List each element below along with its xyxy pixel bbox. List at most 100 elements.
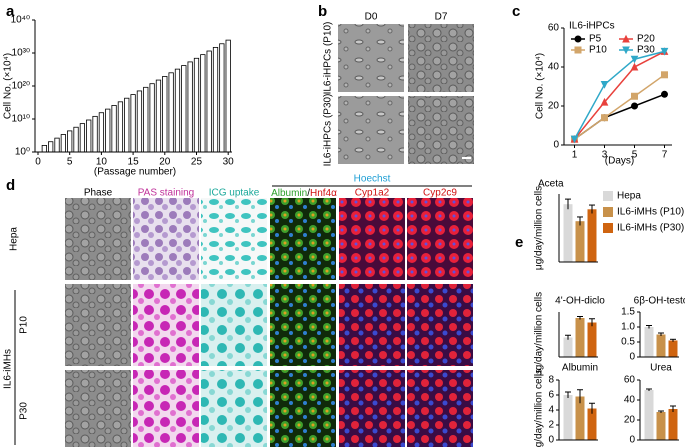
y-axis-label: μg/day/million cells: [534, 369, 545, 447]
x-tick-label: 5: [632, 150, 638, 161]
bar: [212, 46, 219, 153]
bar: [130, 94, 136, 153]
x-tick-label: 30: [223, 157, 235, 168]
bar: [60, 134, 66, 153]
x-tick-label: 10: [96, 157, 108, 168]
bar: [587, 209, 597, 262]
y-tick-label: 0: [553, 140, 559, 151]
hnf4a-header: Hnf4α: [310, 188, 337, 199]
bar: [575, 396, 585, 440]
legend-title: IL6-iHPCs: [569, 21, 615, 32]
bar: [143, 86, 149, 153]
chart-title: 6β-OH-testo: [634, 296, 685, 307]
bar: [563, 204, 573, 262]
legend-label: P30: [637, 45, 655, 56]
marker: [630, 55, 639, 64]
micrograph: [65, 198, 131, 280]
bar: [187, 61, 193, 153]
y-tick-label: 10⁰: [15, 147, 30, 158]
chart-title: Urea: [650, 363, 672, 374]
bar: [105, 108, 111, 153]
bar: [54, 137, 60, 153]
row-label: IL6-iHPCs (P30): [323, 94, 334, 167]
series-line: [574, 93, 665, 140]
bar: [168, 72, 174, 153]
marker: [630, 62, 639, 71]
bar: [644, 327, 654, 357]
bar: [193, 57, 200, 153]
y-axis-label: μg/day/million cells: [534, 292, 545, 376]
legend-label: IL6-iMHs (P10): [617, 207, 684, 218]
y-tick-label: 0: [629, 435, 635, 446]
bar: [92, 115, 98, 153]
legend-label: Hepa: [617, 191, 641, 202]
y-axis-label: Cell No. (×10⁴): [3, 53, 14, 119]
group-label: IL6-iMHs: [3, 349, 14, 389]
bar: [225, 39, 231, 153]
bar: [41, 144, 47, 153]
chart-title: Aceta: [538, 179, 564, 190]
micrograph: [408, 24, 474, 92]
series-line: [573, 50, 665, 140]
y-tick-label: 40: [548, 62, 560, 73]
micrograph: [407, 198, 473, 280]
bar: [174, 68, 181, 153]
x-tick-label: 20: [159, 157, 171, 168]
column-label: D0: [365, 12, 378, 23]
y-tick-label: 4: [548, 405, 554, 416]
legend-swatch: [603, 223, 613, 233]
micrograph: [270, 198, 336, 280]
series-line: [574, 74, 665, 140]
bar: [563, 337, 573, 357]
micrograph: [338, 24, 404, 92]
micrograph: [339, 198, 405, 280]
marker: [631, 92, 638, 100]
y-tick-label: 2: [548, 420, 554, 431]
micrograph: [201, 284, 267, 366]
y-tick-label: 0.5: [621, 337, 635, 348]
column-header: ICG uptake: [209, 188, 260, 199]
bar: [656, 334, 666, 357]
micrograph: [65, 284, 131, 366]
y-tick-label: 10³⁰: [12, 48, 30, 59]
bar: [136, 90, 143, 153]
legend-marker: [622, 46, 630, 55]
legend-swatch: [603, 191, 613, 201]
marker: [661, 90, 668, 98]
panel-label: b: [318, 3, 327, 20]
bar: [575, 318, 585, 357]
x-tick-label: 7: [662, 150, 668, 161]
micrograph: [65, 370, 131, 447]
albumin-header: Albumin: [271, 188, 307, 199]
bar: [656, 412, 666, 440]
x-axis-label: (Days): [605, 156, 634, 167]
bar: [48, 141, 54, 153]
bar: [563, 395, 573, 440]
row-label: P10: [19, 316, 30, 334]
x-tick-label: 1: [572, 150, 578, 161]
micrograph: [407, 370, 473, 447]
bar: [79, 123, 85, 153]
y-tick-label: 60: [624, 375, 636, 386]
marker: [660, 47, 669, 56]
panel-label: c: [512, 3, 520, 20]
micrograph: [270, 370, 336, 447]
micrograph: [133, 198, 199, 280]
marker: [600, 81, 609, 89]
bar: [575, 221, 585, 262]
micrograph: [339, 284, 405, 366]
column-header: PAS staining: [138, 188, 195, 199]
legend-label: IL6-iMHs (P30): [617, 223, 684, 234]
legend-label: P20: [637, 34, 655, 45]
y-tick-label: 20: [624, 415, 636, 426]
hoechst-header: Hoechst: [354, 174, 391, 185]
row-label: IL6-iHPCs (P10): [323, 22, 334, 95]
micrograph: [338, 96, 404, 164]
x-axis-label: (Passage number): [94, 167, 176, 178]
column-header: Phase: [84, 188, 113, 199]
header-separator: /: [307, 188, 310, 199]
bar: [73, 126, 79, 153]
legend-marker: [622, 34, 630, 43]
column-header: Cyp1a2: [355, 188, 390, 199]
micrograph: [133, 370, 199, 447]
